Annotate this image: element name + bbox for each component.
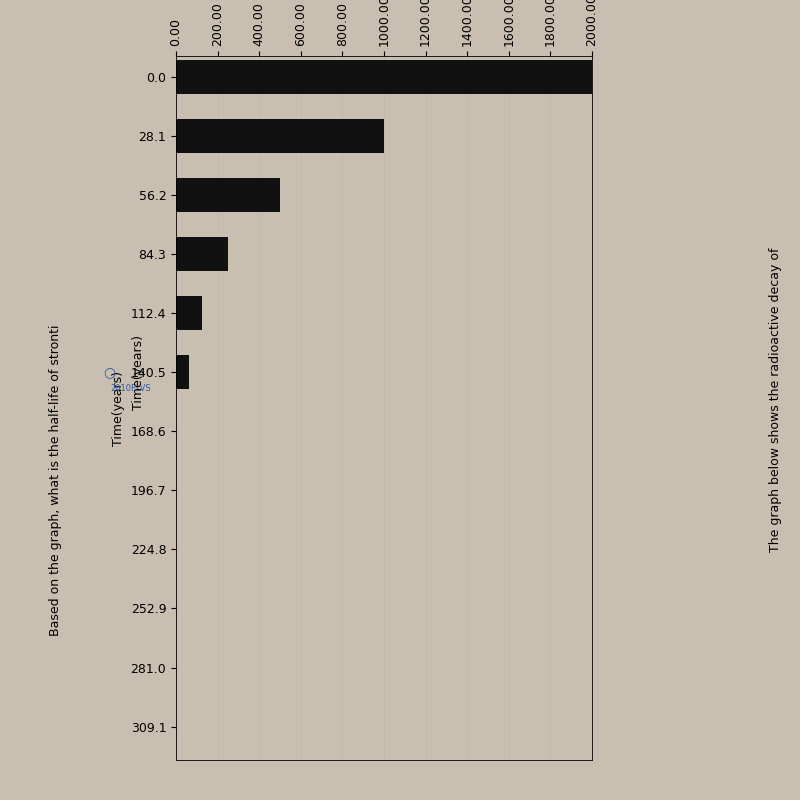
Bar xyxy=(176,238,228,271)
Bar xyxy=(176,297,202,330)
Bar xyxy=(176,119,384,153)
Y-axis label: Time(years): Time(years) xyxy=(112,370,125,446)
Bar xyxy=(176,178,280,212)
Text: ○: ○ xyxy=(103,366,115,379)
Text: Based on the graph, what is the half-life of stronti: Based on the graph, what is the half-lif… xyxy=(50,324,62,636)
Text: The graph below shows the radioactive decay of: The graph below shows the radioactive de… xyxy=(770,248,782,552)
Text: Time(years): Time(years) xyxy=(132,334,145,410)
Text: 2010FLVS: 2010FLVS xyxy=(110,383,150,393)
Bar xyxy=(176,355,189,389)
Bar xyxy=(176,60,592,94)
